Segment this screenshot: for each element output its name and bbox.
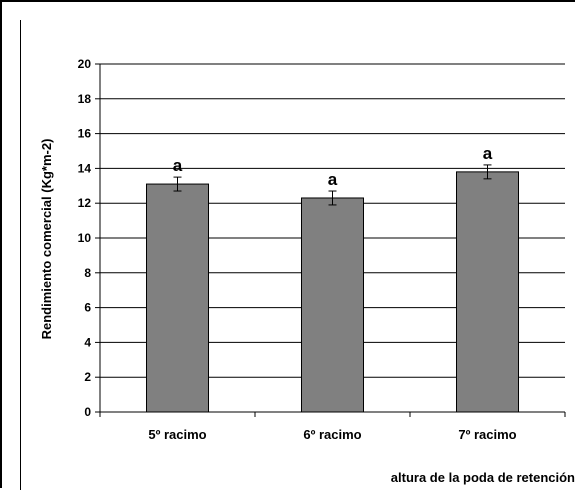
significance-label: a [483, 144, 493, 163]
y-tick-label: 0 [84, 405, 91, 419]
y-tick-label: 4 [84, 335, 91, 349]
y-tick-label: 12 [78, 196, 92, 210]
y-axis-title: Rendimiento comercial (Kg*m-2) [39, 139, 54, 340]
bar [301, 197, 364, 413]
y-tick-label: 18 [78, 92, 92, 106]
x-category-label: 7º racimo [458, 427, 516, 442]
bar [146, 183, 209, 413]
y-tick-label: 6 [84, 301, 91, 315]
x-category-label: 5º racimo [148, 427, 206, 442]
y-tick-label: 10 [78, 231, 92, 245]
bars [146, 171, 519, 413]
y-tick-label: 16 [78, 127, 92, 141]
y-tick-label: 20 [78, 57, 92, 71]
error-bars [173, 164, 492, 206]
x-axis-categories: 5º racimo 6º racimo 7º racimo [99, 412, 566, 442]
significance-labels: a a a [173, 144, 493, 189]
y-tick-label: 8 [84, 266, 91, 280]
x-axis-title: altura de la poda de retención [391, 470, 575, 485]
y-axis-ticks: 0 2 4 6 8 10 12 14 16 18 20 [78, 57, 100, 419]
x-category-label: 6º racimo [303, 427, 361, 442]
bar [456, 171, 519, 413]
significance-label: a [328, 170, 338, 189]
y-tick-label: 2 [84, 370, 91, 384]
y-tick-label: 14 [78, 161, 92, 175]
significance-label: a [173, 156, 183, 175]
